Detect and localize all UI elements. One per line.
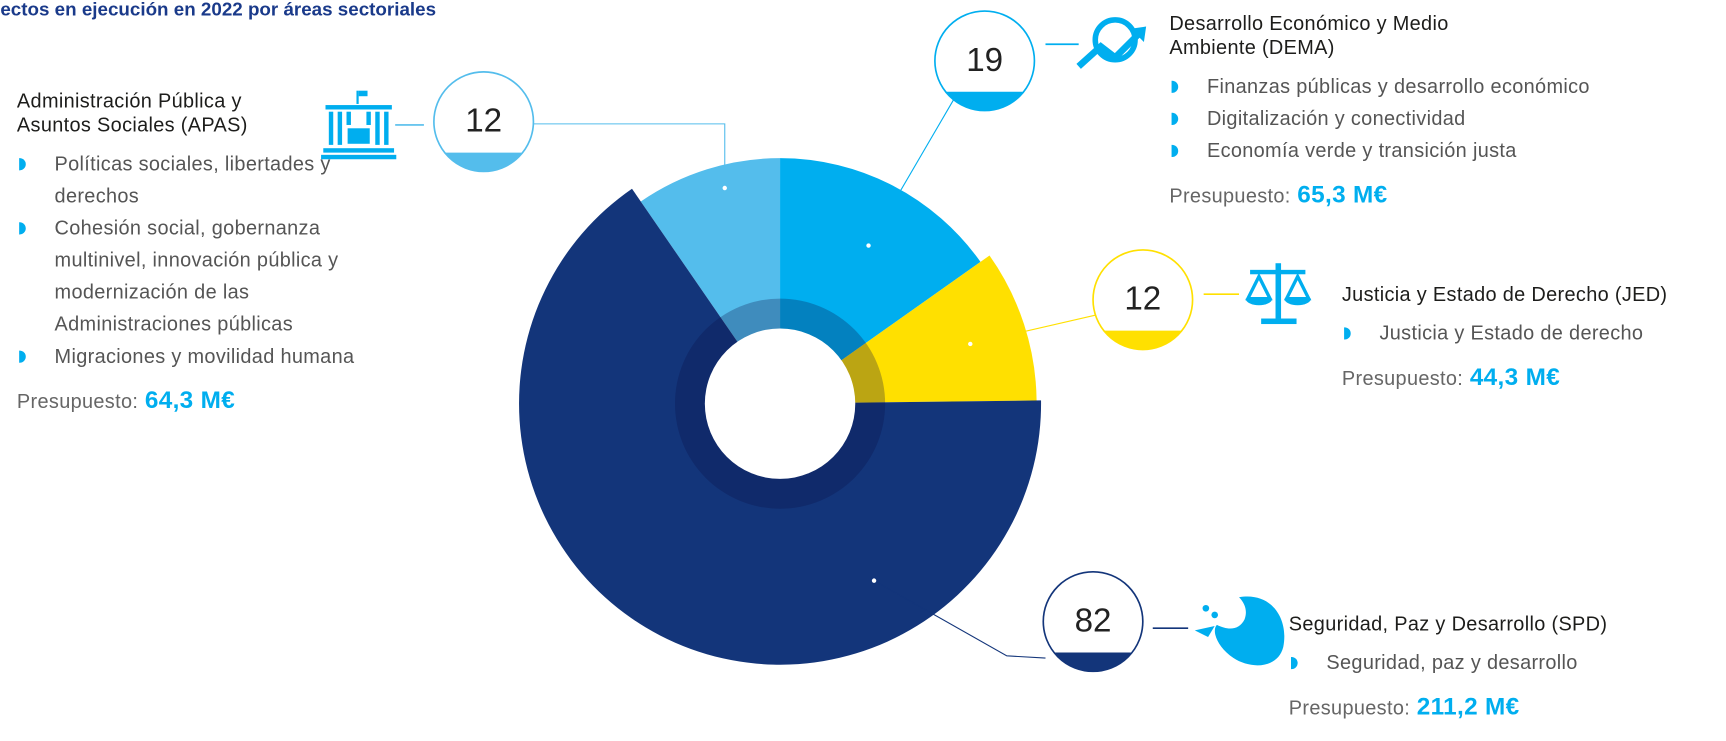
bullet: Cohesión social, gobernanza multinivel, …: [17, 212, 404, 340]
icon-building: [321, 90, 397, 160]
area-name: Administración Pública y Asuntos Sociale…: [16, 89, 248, 137]
budget-value: 211,2 M€: [1416, 692, 1520, 720]
callout-cap: [1103, 330, 1182, 350]
data-label: 12: [1124, 281, 1161, 318]
area-text: Seguridad, Paz y Desarrollo (SPD) Segurid…: [1289, 612, 1726, 721]
area-text: Desarrollo Económico y Medio Ambiente (D…: [1169, 11, 1722, 209]
callout-cap: [945, 91, 1024, 111]
data-label: 82: [1075, 603, 1112, 640]
bullet: Migraciones y movilidad humana: [17, 341, 404, 373]
budget-value: 64,3 M€: [144, 385, 236, 414]
bullet-list: Finanzas públicas y desarrollo económico…: [1169, 71, 1722, 167]
data-label: 12: [465, 103, 502, 140]
area-text: Justicia y Estado de Derecho (JED) Justic…: [1342, 282, 1726, 391]
callouts: 12 Administración Pública y Asuntos Socia…: [17, 10, 1726, 721]
area-block: Seguridad, Paz y Desarrollo (SPD) Segurid…: [1289, 612, 1726, 721]
icon-dove: [1194, 596, 1285, 666]
budget-value: 65,3 M€: [1297, 180, 1388, 208]
bullet: Finanzas públicas y desarrollo económico: [1169, 71, 1722, 103]
leader-line: [873, 580, 1046, 659]
bullet-list: Seguridad, paz y desarrollo: [1289, 647, 1726, 679]
bullet: Seguridad, paz y desarrollo: [1289, 647, 1726, 679]
leader-dot: [870, 577, 878, 584]
budget: Presupuesto: 211,2 M€: [1289, 692, 1726, 721]
leader-dot: [721, 184, 729, 192]
area-block: Administración Pública y Asuntos Sociale…: [17, 88, 437, 414]
leader-line: [868, 99, 955, 246]
bullet: Justicia y Estado de derecho: [1342, 317, 1726, 349]
bullet: Economía verde y transición justa: [1169, 135, 1722, 167]
pie-slice: [780, 158, 981, 404]
callout-cap: [444, 152, 523, 172]
budget-label: Presupuesto:: [16, 390, 139, 413]
budget-label: Presupuesto:: [1288, 696, 1411, 719]
budget-label: Presupuesto:: [1341, 367, 1464, 390]
bullet-list: Políticas sociales, libertades y derecho…: [17, 148, 404, 373]
pie: [519, 158, 1042, 665]
leader-dot: [865, 242, 872, 249]
area-text: Administración Pública y Asuntos Sociale…: [17, 88, 437, 414]
leader-line: [533, 123, 726, 189]
budget: Presupuesto: 44,3 M€: [1342, 363, 1726, 392]
icon-scales: [1245, 263, 1312, 325]
area-block: Desarrollo Económico y Medio Ambiente (D…: [1169, 11, 1722, 209]
budget-value: 44,3 M€: [1469, 362, 1561, 391]
budget: Presupuesto: 64,3 M€: [17, 386, 437, 415]
chart-title: ectos en ejecución en 2022 por áreas sec…: [0, 0, 436, 19]
budget: Presupuesto: 65,3 M€: [1169, 180, 1722, 209]
area-name: Desarrollo Económico y Medio Ambiente (D…: [1169, 12, 1449, 59]
icon-growth: [1076, 17, 1147, 69]
area-block: Justicia y Estado de Derecho (JED) Justic…: [1342, 282, 1726, 391]
data-label: 19: [966, 42, 1003, 79]
callout-cap: [1054, 652, 1133, 672]
bullet-list: Justicia y Estado de derecho: [1342, 317, 1726, 349]
leader-dot: [966, 340, 974, 348]
area-name: Seguridad, Paz y Desarrollo (SPD): [1288, 612, 1608, 635]
area-name: Justicia y Estado de Derecho (JED): [1341, 283, 1668, 306]
bullet: Políticas sociales, libertades y derecho…: [17, 148, 404, 212]
leader-line: [970, 314, 1096, 345]
bullet: Digitalización y conectividad: [1169, 103, 1722, 135]
budget-label: Presupuesto:: [1169, 184, 1291, 207]
center-hole: [704, 328, 856, 479]
